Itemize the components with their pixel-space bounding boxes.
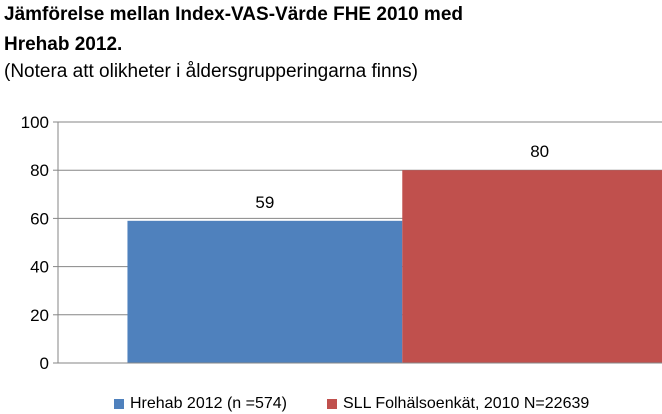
data-label-1: 80 [530,142,549,161]
bar-0 [127,220,403,363]
y-tick-label-20: 20 [30,306,49,325]
y-tick-label-40: 40 [30,258,49,277]
chart-title: Jämförelse mellan Index-VAS-Värde FHE 20… [4,0,654,60]
legend-label-hrehab: Hrehab 2012 (n =574) [130,395,287,412]
chart-legend: Hrehab 2012 (n =574) SLL Folhälsoenkät, … [114,394,629,414]
legend-item-hrehab: Hrehab 2012 (n =574) [114,395,287,413]
y-tick-label-80: 80 [30,161,49,180]
y-tick-label-0: 0 [40,354,49,373]
chart-subtitle: (Notera att olikheter i åldersgruppering… [4,61,418,82]
legend-swatch-hrehab [114,399,124,409]
chart-title-line-2: Hrehab 2012. [4,34,123,55]
legend-swatch-sll [327,399,337,409]
chart-title-line-1: Jämförelse mellan Index-VAS-Värde FHE 20… [4,4,463,25]
bar-1 [402,170,662,363]
legend-item-sll: SLL Folhälsoenkät, 2010 N=22639 [327,395,589,413]
y-tick-label-100: 100 [21,113,49,132]
y-tick-label-60: 60 [30,209,49,228]
data-label-0: 59 [255,193,274,212]
legend-label-sll: SLL Folhälsoenkät, 2010 N=22639 [343,395,590,412]
